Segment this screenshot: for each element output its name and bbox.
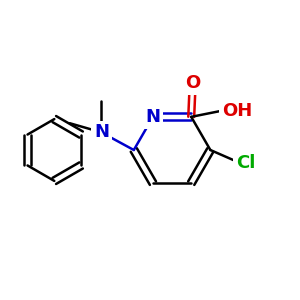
Text: O: O	[185, 74, 200, 92]
Text: Cl: Cl	[236, 154, 255, 172]
Text: N: N	[146, 108, 160, 126]
Text: N: N	[94, 123, 109, 141]
Text: OH: OH	[222, 102, 252, 120]
